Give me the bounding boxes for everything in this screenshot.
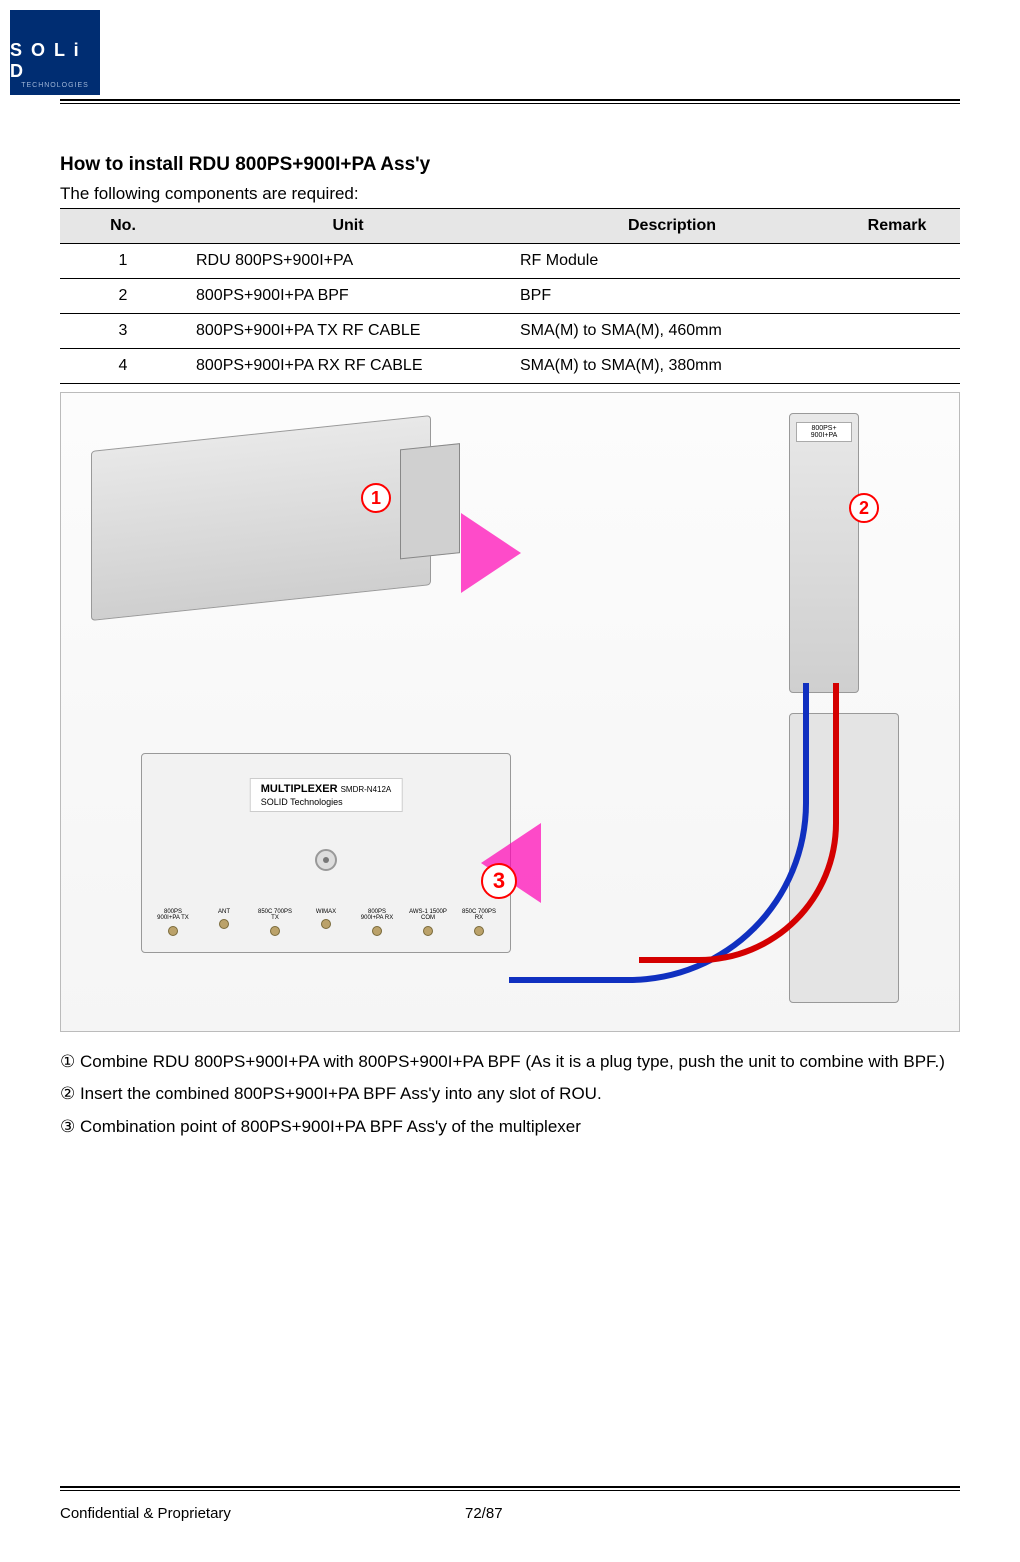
port-label: 850C 700PS RX <box>462 909 496 922</box>
cell-unit: 800PS+900I+PA TX RF CABLE <box>186 314 510 349</box>
multiplexer-unit: MULTIPLEXER SMDR-N412A SOLID Technologie… <box>141 753 511 953</box>
bpf-label: 800PS+ 900I+PA <box>796 422 852 442</box>
components-table: No. Unit Description Remark 1 RDU 800PS+… <box>60 208 960 384</box>
col-remark: Remark <box>834 209 960 244</box>
port-label: 800PS 900I+PA TX <box>157 909 189 922</box>
multiplexer-title: MULTIPLEXER SMDR-N412A SOLID Technologie… <box>250 778 403 812</box>
step-2: ② Insert the combined 800PS+900I+PA BPF … <box>60 1078 960 1110</box>
mux-port: 800PS 900I+PA RX <box>356 909 398 936</box>
cell-unit: 800PS+900I+PA RX RF CABLE <box>186 349 510 384</box>
arrow-right-icon <box>461 513 521 593</box>
mux-ports: 800PS 900I+PA TX ANT 850C 700PS TX WIMAX… <box>152 909 500 936</box>
cell-no: 3 <box>60 314 186 349</box>
mux-model: SMDR-N412A <box>341 785 392 794</box>
footer-rule <box>60 1486 960 1488</box>
page-footer: Confidential & Proprietary 72/87 <box>60 1486 960 1522</box>
cell-unit: 800PS+900I+PA BPF <box>186 279 510 314</box>
brand-logo: S O L i D TECHNOLOGIES <box>10 10 100 95</box>
mux-title-text: MULTIPLEXER <box>261 783 338 795</box>
mux-port: 850C 700PS RX <box>458 909 500 936</box>
logo-text: S O L i D <box>10 40 100 82</box>
document-page: S O L i D TECHNOLOGIES How to install RD… <box>0 0 1020 1562</box>
cell-desc: BPF <box>510 279 834 314</box>
mux-sub: SOLID Technologies <box>261 797 392 807</box>
cell-remark <box>834 314 960 349</box>
footer-page-number: 72/87 <box>465 1505 645 1522</box>
table-row: 2 800PS+900I+PA BPF BPF <box>60 279 960 314</box>
section-heading: How to install RDU 800PS+900I+PA Ass'y <box>60 154 960 176</box>
port-label: AWS-1 1500P COM <box>409 909 447 922</box>
col-no: No. <box>60 209 186 244</box>
content-area: How to install RDU 800PS+900I+PA Ass'y T… <box>60 104 960 1143</box>
callout-1: 1 <box>361 483 391 513</box>
mux-port: 850C 700PS TX <box>254 909 296 936</box>
mux-knob <box>315 849 337 871</box>
mux-port: ANT <box>203 909 245 936</box>
port-label: ANT <box>218 909 230 915</box>
cell-remark <box>834 349 960 384</box>
cell-desc: RF Module <box>510 244 834 279</box>
steps-list: ① Combine RDU 800PS+900I+PA with 800PS+9… <box>60 1046 960 1143</box>
mux-port: AWS-1 1500P COM <box>407 909 449 936</box>
mux-port: 800PS 900I+PA TX <box>152 909 194 936</box>
col-desc: Description <box>510 209 834 244</box>
port-label: 800PS 900I+PA RX <box>361 909 393 922</box>
table-row: 3 800PS+900I+PA TX RF CABLE SMA(M) to SM… <box>60 314 960 349</box>
table-row: 1 RDU 800PS+900I+PA RF Module <box>60 244 960 279</box>
step-1: ① Combine RDU 800PS+900I+PA with 800PS+9… <box>60 1046 960 1078</box>
footer-left: Confidential & Proprietary <box>60 1505 465 1522</box>
cell-desc: SMA(M) to SMA(M), 460mm <box>510 314 834 349</box>
cell-unit: RDU 800PS+900I+PA <box>186 244 510 279</box>
rdu-connector <box>400 443 460 559</box>
header-rule <box>60 99 960 101</box>
cell-remark <box>834 244 960 279</box>
footer-rule-thin <box>60 1490 960 1491</box>
rdu-module <box>91 415 431 621</box>
cell-no: 4 <box>60 349 186 384</box>
install-diagram: 1 800PS+ 900I+PA 2 MULTIPLEXER SMDR-N412… <box>60 392 960 1032</box>
intro-text: The following components are required: <box>60 184 960 204</box>
port-label: WIMAX <box>316 909 336 915</box>
step-3: ③ Combination point of 800PS+900I+PA BPF… <box>60 1111 960 1143</box>
cell-remark <box>834 279 960 314</box>
port-label: 850C 700PS TX <box>258 909 292 922</box>
callout-2: 2 <box>849 493 879 523</box>
table-row: 4 800PS+900I+PA RX RF CABLE SMA(M) to SM… <box>60 349 960 384</box>
col-unit: Unit <box>186 209 510 244</box>
cell-no: 1 <box>60 244 186 279</box>
cell-no: 2 <box>60 279 186 314</box>
logo-subtitle: TECHNOLOGIES <box>21 82 89 89</box>
cell-desc: SMA(M) to SMA(M), 380mm <box>510 349 834 384</box>
bpf-unit: 800PS+ 900I+PA <box>789 413 859 693</box>
mux-port: WIMAX <box>305 909 347 936</box>
